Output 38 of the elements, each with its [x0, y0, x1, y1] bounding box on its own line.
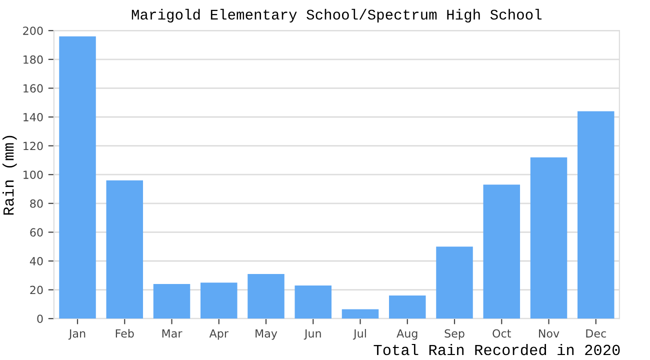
bar	[153, 284, 190, 319]
x-tick-label: Mar	[162, 329, 182, 338]
x-tick-label: Aug	[396, 329, 418, 340]
y-tick-label: 140	[24, 112, 43, 122]
bar	[294, 285, 332, 319]
x-tick-label: Oct	[492, 329, 511, 338]
x-tick-label: Sep	[444, 329, 464, 340]
y-axis-title: Rain (mm)	[2, 136, 17, 215]
x-tick-label: Jun	[304, 329, 321, 340]
bar	[436, 246, 473, 319]
x-tick-label: Apr	[209, 329, 228, 340]
x-tick-label: Jan	[68, 329, 86, 340]
y-tick-label: 160	[24, 84, 43, 93]
x-axis-title: Total Rain Recorded in 2020	[374, 344, 620, 356]
y-tick-label: 200	[23, 26, 43, 35]
bar	[106, 180, 144, 319]
x-tick-label: Nov	[539, 329, 560, 338]
bar	[248, 274, 284, 319]
y-tick-label: 80	[30, 199, 43, 208]
y-tick-label: 100	[24, 170, 43, 179]
x-tick-label: May	[256, 329, 278, 340]
bar	[483, 184, 520, 319]
bar	[530, 157, 568, 319]
x-tick-label: Jul	[352, 329, 366, 340]
y-tick-label: 180	[24, 55, 43, 64]
y-tick-label: 20	[30, 286, 43, 294]
bar	[200, 282, 238, 319]
y-tick-label: 0	[37, 314, 43, 323]
bar	[342, 309, 379, 319]
y-tick-label: 40	[30, 256, 43, 266]
bar	[59, 36, 96, 319]
x-tick-label: Feb	[116, 329, 134, 338]
bar	[578, 111, 614, 319]
y-tick-label: 60	[30, 228, 43, 237]
chart-title: Marigold Elementary School/Spectrum High School	[132, 8, 542, 23]
x-tick-label: Dec	[586, 329, 606, 338]
bar	[389, 296, 426, 319]
y-tick-label: 120	[24, 142, 43, 150]
